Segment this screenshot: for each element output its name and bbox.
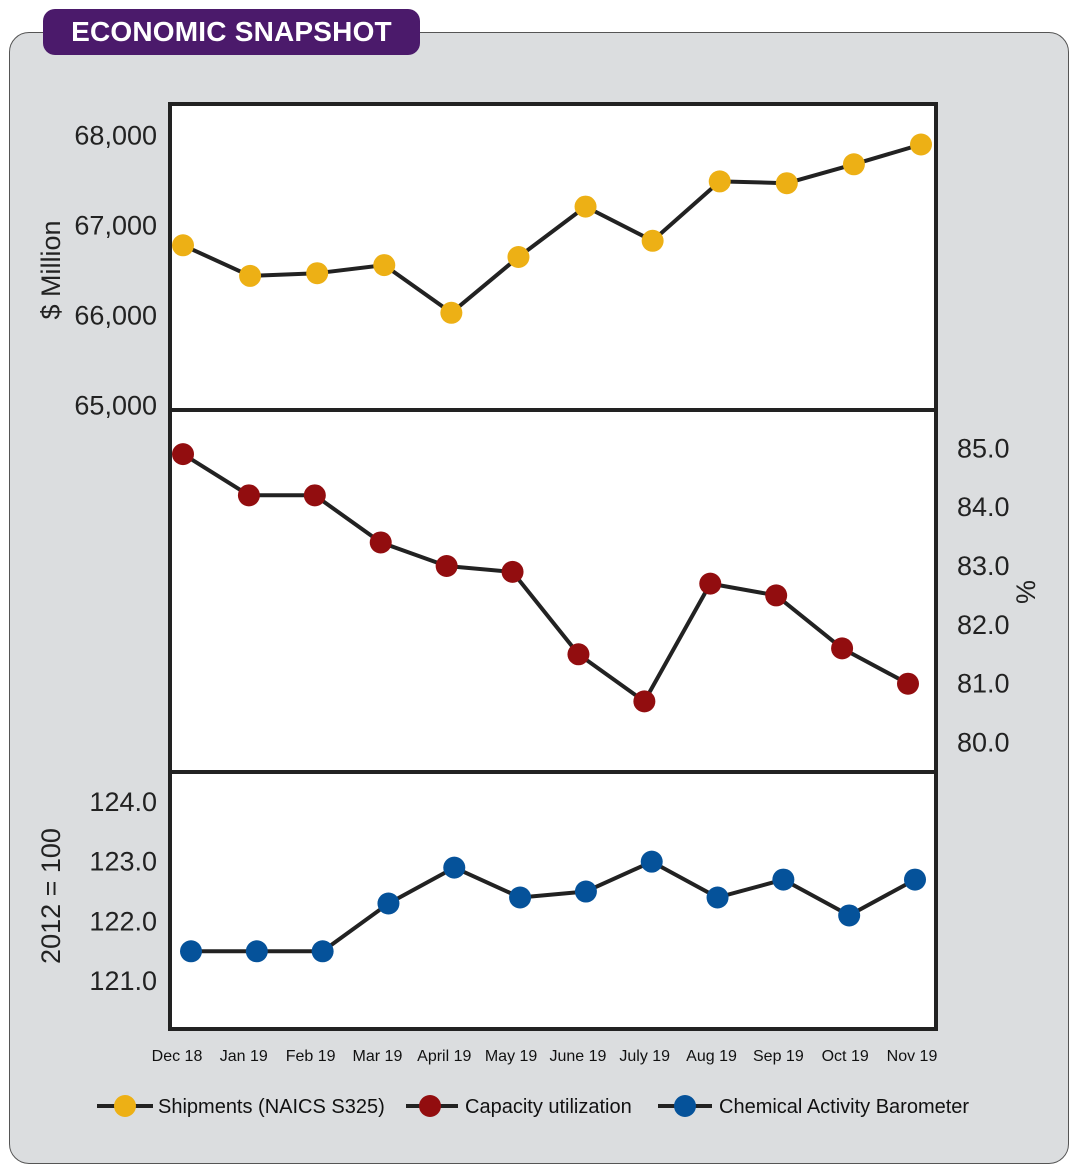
x-tick-label: Feb 19 <box>286 1048 336 1065</box>
capacity-tick-label: 85.0 <box>957 433 1010 463</box>
capacity-point <box>501 560 524 583</box>
barometer-point <box>574 880 597 903</box>
capacity-legend-marker <box>419 1095 441 1117</box>
shipments-tick-label: 66,000 <box>74 301 157 331</box>
shipments-point <box>373 254 396 277</box>
x-tick-label: June 19 <box>549 1048 606 1065</box>
barometer-point <box>904 868 926 891</box>
capacity-point <box>897 672 919 695</box>
shipments-point <box>172 234 194 257</box>
barometer-point <box>245 940 268 963</box>
shipments-tick-label: 65,000 <box>74 391 157 421</box>
barometer-tick-label: 121.0 <box>89 966 157 996</box>
barometer-point <box>443 856 466 879</box>
x-tick-label: Aug 19 <box>686 1048 737 1065</box>
capacity-tick-label: 81.0 <box>957 669 1010 699</box>
barometer-point <box>772 868 795 891</box>
shipments-point <box>708 170 731 193</box>
barometer-tick-label: 122.0 <box>89 906 157 936</box>
barometer-legend-marker <box>674 1095 696 1117</box>
capacity-point <box>765 584 788 607</box>
capacity-point <box>172 443 194 466</box>
x-tick-label: July 19 <box>619 1048 670 1065</box>
capacity-point <box>567 643 590 666</box>
shipments-series-line <box>182 142 922 315</box>
barometer-point <box>180 940 202 963</box>
barometer-point <box>838 904 861 927</box>
panel-bg-2 <box>170 410 936 772</box>
capacity-point <box>435 554 458 577</box>
capacity-point <box>633 690 656 713</box>
x-tick-label: Sep 19 <box>753 1048 804 1065</box>
shipments-point <box>440 301 463 324</box>
panel-bg-3 <box>170 772 936 1029</box>
barometer-point <box>640 850 663 873</box>
x-tick-label: Mar 19 <box>353 1048 403 1065</box>
barometer-point <box>706 886 729 909</box>
barometer-legend-label: Chemical Activity Barometer <box>719 1096 969 1118</box>
barometer-point <box>377 892 400 915</box>
barometer-tick-label: 123.0 <box>89 847 157 877</box>
x-tick-label: Nov 19 <box>887 1048 938 1065</box>
capacity-tick-label: 83.0 <box>957 551 1010 581</box>
x-tick-label: Jan 19 <box>220 1048 268 1065</box>
shipments-legend-marker <box>114 1095 136 1117</box>
shipments-point <box>574 195 597 218</box>
capacity-axis-label: % <box>1011 580 1041 604</box>
legend: Shipments (NAICS S325) Capacity utilizati… <box>97 1095 969 1118</box>
panel-bg-1 <box>170 104 936 410</box>
shipments-point <box>239 264 262 287</box>
x-tick-label: Dec 18 <box>152 1048 203 1065</box>
plot-area: 65,000 66,000 67,000 68,000 $ Million 80.0 81.… <box>36 102 1041 1065</box>
shipments-tick-label: 67,000 <box>74 211 157 241</box>
capacity-point <box>369 531 392 554</box>
page-title: ECONOMIC SNAPSHOT <box>43 9 420 55</box>
capacity-tick-label: 82.0 <box>957 610 1010 640</box>
capacity-point <box>303 484 326 507</box>
shipments-point <box>507 246 530 268</box>
capacity-tick-label: 80.0 <box>957 728 1010 758</box>
shipments-point <box>306 262 329 285</box>
plot-frame <box>168 102 938 1031</box>
x-tick-label: Oct 19 <box>822 1048 869 1065</box>
capacity-point <box>237 484 260 507</box>
barometer-series-line <box>191 859 916 954</box>
shipments-point <box>842 153 865 176</box>
x-tick-label: May 19 <box>485 1048 538 1065</box>
capacity-tick-label: 84.0 <box>957 492 1010 522</box>
x-tick-label: April 19 <box>417 1048 471 1065</box>
barometer-point <box>311 940 334 963</box>
barometer-axis-label: 2012 = 100 <box>36 828 66 964</box>
shipments-legend-label: Shipments (NAICS S325) <box>158 1096 385 1118</box>
barometer-point <box>509 886 532 909</box>
shipments-tick-label: 68,000 <box>74 121 157 151</box>
capacity-series-line <box>181 452 909 704</box>
barometer-tick-label: 124.0 <box>89 787 157 817</box>
capacity-point <box>699 572 722 595</box>
capacity-point <box>831 637 854 660</box>
capacity-legend-label: Capacity utilization <box>465 1096 632 1118</box>
shipments-point <box>641 229 664 252</box>
shipments-point <box>775 172 798 195</box>
shipments-point <box>910 133 932 156</box>
shipments-axis-label: $ Million <box>36 220 66 319</box>
